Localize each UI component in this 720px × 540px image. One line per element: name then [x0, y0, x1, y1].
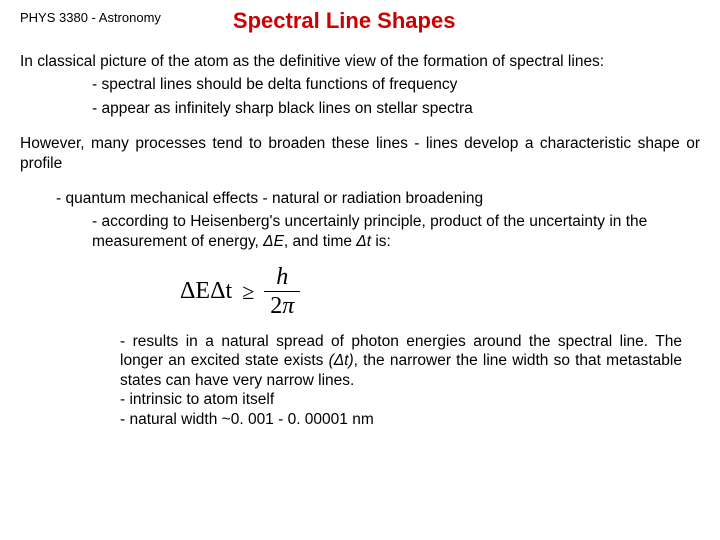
formula-numerator: h [270, 265, 294, 291]
quantum-bullet: - quantum mechanical effects - natural o… [20, 189, 700, 208]
intro-bullet-2: - appear as infinitely sharp black lines… [20, 99, 700, 118]
formula-den-pi: π [282, 293, 294, 319]
natural-width-line: - natural width ~0. 001 - 0. 00001 nm [120, 410, 682, 429]
intro-paragraph: In classical picture of the atom as the … [20, 52, 700, 71]
heisenberg-text-end: is: [371, 233, 391, 250]
formula-delta-e: ΔE [180, 278, 210, 304]
slide-header: PHYS 3380 - Astronomy Spectral Line Shap… [20, 8, 700, 34]
uncertainty-formula: ΔEΔt ≥ h 2π [180, 265, 700, 318]
however-paragraph: However, many processes tend to broaden … [20, 134, 700, 173]
results-block: - results in a natural spread of photon … [20, 332, 700, 429]
formula-den-2: 2 [270, 293, 282, 319]
results-line: - results in a natural spread of photon … [120, 332, 682, 390]
formula-ge: ≥ [242, 279, 254, 305]
formula-delta-t: Δt [210, 278, 232, 304]
delta-e-inline: ΔE [263, 233, 284, 250]
course-code: PHYS 3380 - Astronomy [20, 8, 161, 25]
heisenberg-line: - according to Heisenberg's uncertainly … [20, 212, 700, 251]
results-dt: (Δt) [329, 352, 354, 369]
heisenberg-text-mid: , and time [284, 233, 356, 250]
delta-t-inline: Δt [356, 233, 371, 250]
intrinsic-line: - intrinsic to atom itself [120, 390, 682, 409]
formula-lhs: ΔEΔt [180, 278, 232, 305]
formula-fraction: h 2π [264, 265, 300, 318]
slide-title: Spectral Line Shapes [233, 8, 456, 34]
formula-denominator: 2π [264, 291, 300, 318]
intro-bullet-1: - spectral lines should be delta functio… [20, 75, 700, 94]
